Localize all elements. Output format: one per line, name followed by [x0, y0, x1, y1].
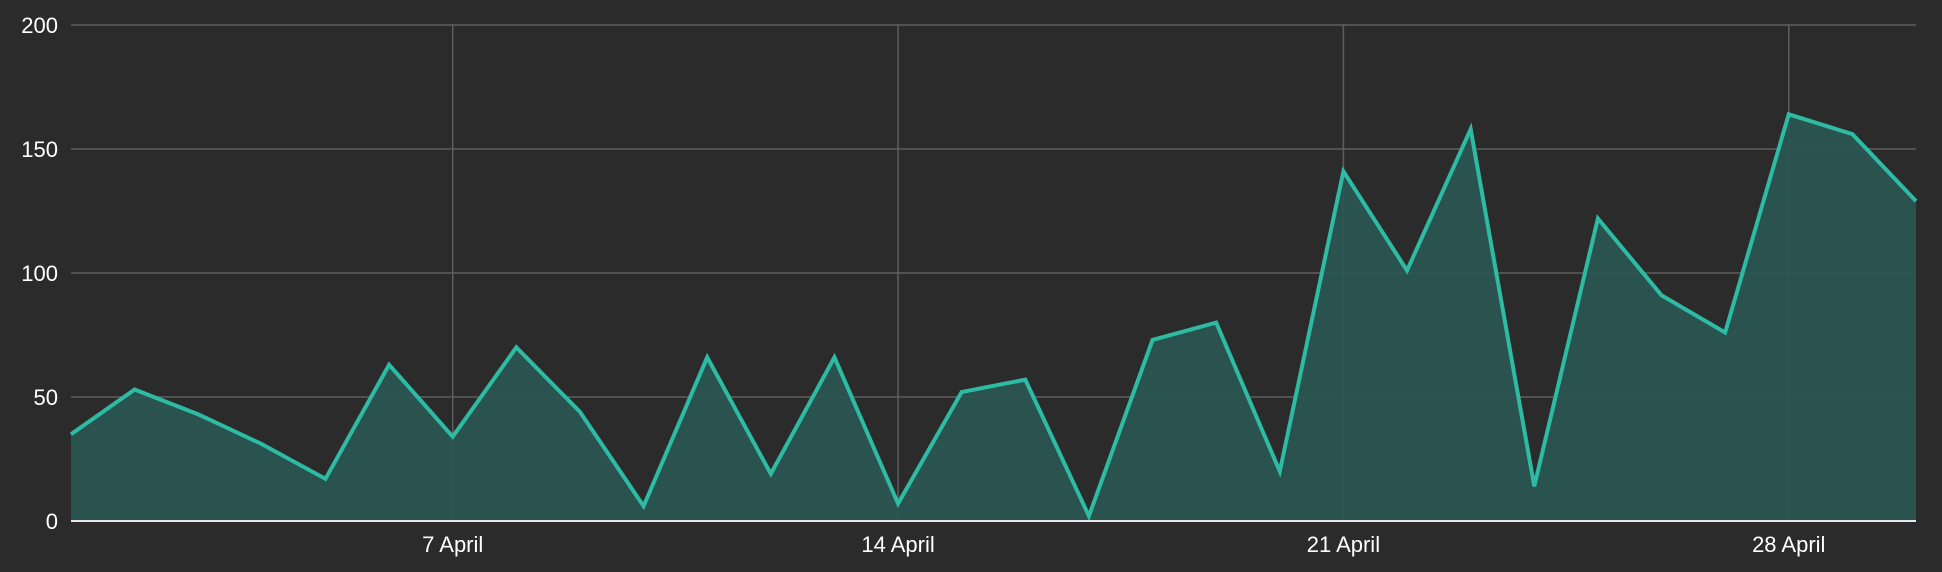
data-point[interactable]	[1783, 108, 1795, 120]
data-point[interactable]	[1656, 289, 1668, 301]
x-tick-label: 14 April	[861, 532, 934, 557]
data-point[interactable]	[192, 408, 204, 420]
data-point[interactable]	[1401, 265, 1413, 277]
data-point[interactable]	[892, 498, 904, 510]
data-point[interactable]	[1274, 465, 1286, 477]
data-point[interactable]	[638, 500, 650, 512]
data-point[interactable]	[1337, 165, 1349, 177]
data-point[interactable]	[1846, 128, 1858, 140]
data-point[interactable]	[1910, 195, 1922, 207]
data-point[interactable]	[65, 428, 77, 440]
series-line	[69, 111, 1918, 522]
x-tick-labels: 7 April 14 April 21 April 28 April	[422, 532, 1825, 557]
y-tick-label: 150	[21, 137, 58, 162]
data-point[interactable]	[256, 438, 268, 450]
data-point[interactable]	[1210, 317, 1222, 329]
data-point[interactable]	[956, 386, 968, 398]
y-tick-label: 50	[34, 385, 58, 410]
x-tick-label: 28 April	[1752, 532, 1825, 557]
series-area-fill	[71, 114, 1916, 521]
data-point[interactable]	[828, 351, 840, 363]
x-tick-label: 21 April	[1307, 532, 1380, 557]
data-point[interactable]	[1592, 212, 1604, 224]
data-point[interactable]	[574, 406, 586, 418]
series-area	[71, 114, 1916, 521]
x-tick-label: 7 April	[422, 532, 483, 557]
data-point[interactable]	[1528, 480, 1540, 492]
data-point[interactable]	[447, 431, 459, 443]
data-point[interactable]	[1719, 327, 1731, 339]
y-tick-label: 100	[21, 261, 58, 286]
data-point[interactable]	[1019, 374, 1031, 386]
series-line-group	[69, 111, 1918, 522]
data-point[interactable]	[383, 359, 395, 371]
data-point[interactable]	[129, 384, 141, 396]
data-point[interactable]	[701, 351, 713, 363]
data-point[interactable]	[1465, 123, 1477, 135]
y-tick-labels: 0 50 100 150 200	[21, 13, 58, 534]
data-point[interactable]	[765, 468, 777, 480]
data-point[interactable]	[510, 341, 522, 353]
y-tick-label: 200	[21, 13, 58, 38]
data-point[interactable]	[1147, 334, 1159, 346]
y-tick-label: 0	[46, 509, 58, 534]
data-point[interactable]	[319, 473, 331, 485]
